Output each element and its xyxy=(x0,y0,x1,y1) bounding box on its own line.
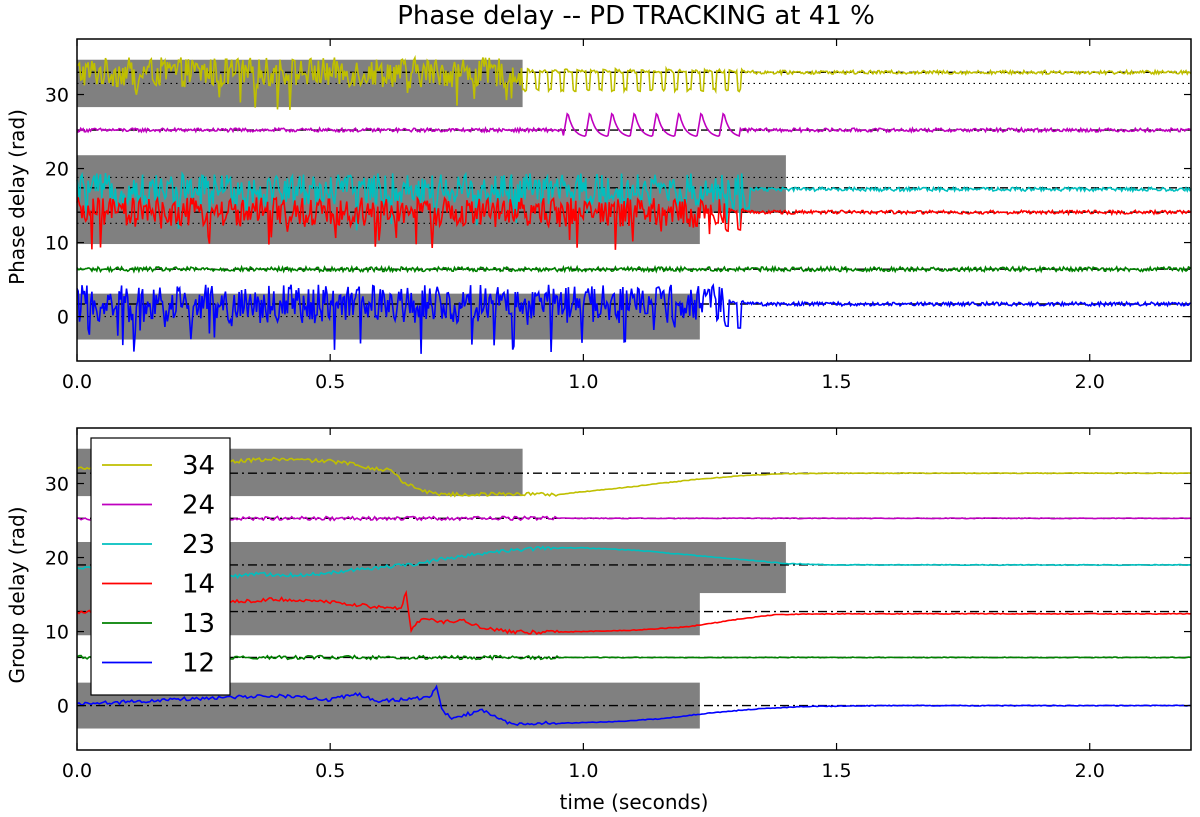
top-series-lines xyxy=(76,54,1192,354)
legend-label-24: 24 xyxy=(182,491,215,521)
x-tick-label-top-4: 2.0 xyxy=(1075,371,1105,393)
series-line-24 xyxy=(77,515,1192,522)
series-line-34 xyxy=(76,456,1192,498)
phase-delay-panel: Phase delay -- PD TRACKING at 41 % Phase… xyxy=(5,1,1192,393)
legend-label-12: 12 xyxy=(182,649,215,679)
legend-label-23: 23 xyxy=(182,530,215,560)
y-tick-label-top-2: 20 xyxy=(45,159,69,181)
chart-title: Phase delay -- PD TRACKING at 41 % xyxy=(397,1,875,31)
bottom-axis-ticks: 0.0 0.5 1.0 1.5 2.0 0 10 20 30 xyxy=(45,428,1191,782)
y-tick-label-top-3: 30 xyxy=(45,85,69,107)
series-line-13 xyxy=(76,654,1192,661)
x-tick-label-top-2: 1.0 xyxy=(568,371,598,393)
top-axes-frame xyxy=(76,38,1192,362)
x-tick-label-top-0: 0.0 xyxy=(62,371,92,393)
series-line-14 xyxy=(76,195,1192,250)
x-tick-label-bottom-4: 2.0 xyxy=(1075,760,1105,782)
y-tick-label-bottom-3: 30 xyxy=(45,474,69,496)
x-tick-label-bottom-3: 1.5 xyxy=(821,760,851,782)
legend-label-34: 34 xyxy=(182,451,215,481)
top-axis-ticks: 0.0 0.5 1.0 1.5 2.0 0 10 20 30 xyxy=(45,39,1191,393)
y-tick-label-top-0: 0 xyxy=(57,307,69,329)
x-tick-label-bottom-0: 0.0 xyxy=(62,760,92,782)
series-line-34 xyxy=(76,54,1192,110)
group-delay-panel: Group delay (rad) time (seconds) 0.0 0.5 1… xyxy=(5,427,1192,814)
y-tick-label-bottom-0: 0 xyxy=(57,696,69,718)
series-line-12 xyxy=(76,283,1192,354)
series-line-23 xyxy=(76,545,1192,580)
series-line-13 xyxy=(76,264,1192,274)
legend-label-13: 13 xyxy=(182,609,215,639)
x-axis-label: time (seconds) xyxy=(560,790,709,814)
legend: 34 24 23 14 13 12 xyxy=(90,437,231,696)
bottom-y-axis-label: Group delay (rad) xyxy=(5,506,29,683)
bottom-axes-frame xyxy=(76,427,1192,751)
x-tick-label-top-3: 1.5 xyxy=(821,371,851,393)
series-line-12 xyxy=(76,684,1192,726)
top-y-axis-label: Phase delay (rad) xyxy=(5,109,29,285)
bottom-series-lines xyxy=(76,456,1192,726)
y-tick-label-bottom-2: 20 xyxy=(45,548,69,570)
x-tick-label-bottom-2: 1.0 xyxy=(568,760,598,782)
legend-label-14: 14 xyxy=(182,570,215,600)
series-line-14 xyxy=(76,589,1191,635)
y-tick-label-bottom-1: 10 xyxy=(45,622,69,644)
x-tick-label-top-1: 0.5 xyxy=(315,371,345,393)
y-tick-label-top-1: 10 xyxy=(45,233,69,255)
legend-box xyxy=(90,437,231,696)
x-tick-label-bottom-1: 0.5 xyxy=(315,760,345,782)
series-line-24 xyxy=(76,112,1192,138)
